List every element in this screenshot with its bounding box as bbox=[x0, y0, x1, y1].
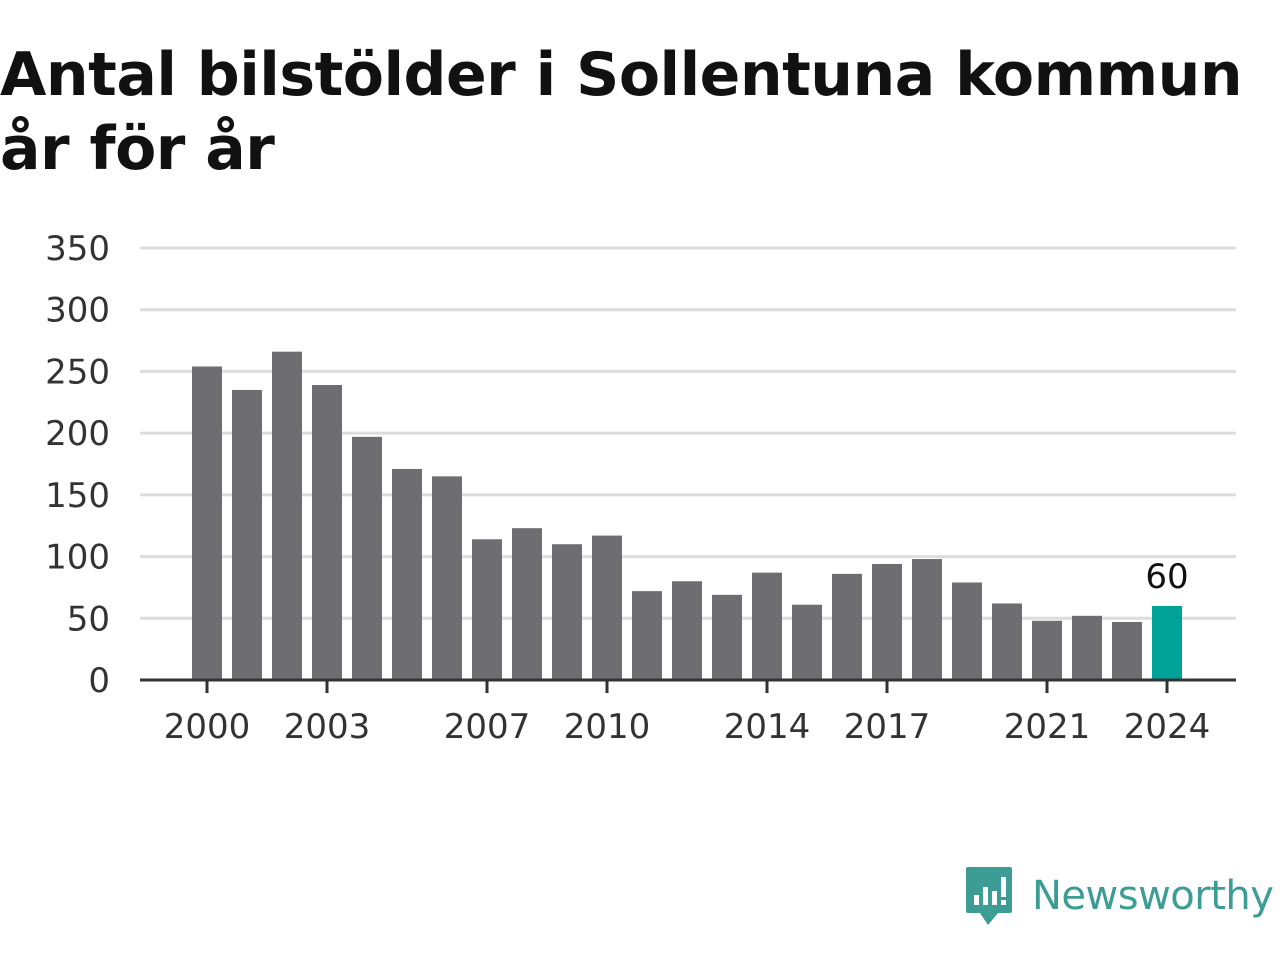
bar-2010 bbox=[592, 535, 622, 680]
bar-2011 bbox=[632, 591, 662, 680]
bar-2000 bbox=[192, 366, 222, 680]
x-tick-label: 2003 bbox=[284, 707, 371, 747]
y-tick-label: 250 bbox=[45, 352, 110, 392]
y-axis-ticks: 0 50 100 150 200 250 300 350 bbox=[45, 229, 110, 701]
bar-2021 bbox=[1032, 620, 1062, 680]
bar-2020 bbox=[992, 603, 1022, 680]
bar-2014 bbox=[752, 572, 782, 680]
y-tick-label: 350 bbox=[45, 229, 110, 269]
bar-2006 bbox=[432, 476, 462, 680]
bar-2015 bbox=[792, 604, 822, 680]
y-tick-label: 50 bbox=[67, 599, 110, 639]
bar-2018 bbox=[912, 559, 942, 680]
bar-2022 bbox=[1072, 615, 1102, 680]
grid-lines bbox=[140, 246, 1236, 620]
x-tick-label: 2007 bbox=[444, 707, 531, 747]
bar-2003 bbox=[312, 385, 342, 680]
bar-2017 bbox=[872, 563, 902, 680]
bar-2019 bbox=[952, 582, 982, 680]
bar-2001 bbox=[232, 389, 262, 680]
bar-2016 bbox=[832, 573, 862, 680]
data-labels: 60 bbox=[1145, 557, 1188, 597]
bar-2004 bbox=[352, 436, 382, 680]
y-tick-label: 200 bbox=[45, 414, 110, 454]
chart-title: Antal bilstölder i Sollentuna kommun år … bbox=[0, 40, 1243, 184]
bar-2009 bbox=[552, 544, 582, 680]
x-tick-label: 2010 bbox=[564, 707, 651, 747]
bar-2007 bbox=[472, 539, 502, 680]
x-tick-label: 2014 bbox=[724, 707, 811, 747]
y-tick-label: 300 bbox=[45, 291, 110, 331]
bar-2024 bbox=[1152, 605, 1182, 680]
x-tick-label: 2024 bbox=[1124, 707, 1211, 747]
bar-2023 bbox=[1112, 621, 1142, 680]
brand-name: Newsworthy bbox=[1032, 873, 1274, 919]
newsworthy-logo-icon bbox=[966, 867, 1012, 925]
brand: Newsworthy bbox=[964, 864, 1274, 928]
x-tick-label: 2017 bbox=[844, 707, 931, 747]
y-tick-label: 0 bbox=[88, 661, 110, 701]
data-label-2024: 60 bbox=[1145, 557, 1188, 597]
x-tick-label: 2021 bbox=[1004, 707, 1091, 747]
x-axis-ticks: 2000 2003 2007 2010 2014 2017 2021 2024 bbox=[164, 680, 1211, 747]
bar-2012 bbox=[672, 581, 702, 680]
bar-2005 bbox=[392, 468, 422, 680]
bars bbox=[192, 351, 1182, 680]
bar-2002 bbox=[272, 351, 302, 680]
y-tick-label: 150 bbox=[45, 476, 110, 516]
bar-2013 bbox=[712, 594, 742, 680]
y-tick-label: 100 bbox=[45, 538, 110, 578]
x-tick-label: 2000 bbox=[164, 707, 251, 747]
bar-2008 bbox=[512, 528, 542, 680]
